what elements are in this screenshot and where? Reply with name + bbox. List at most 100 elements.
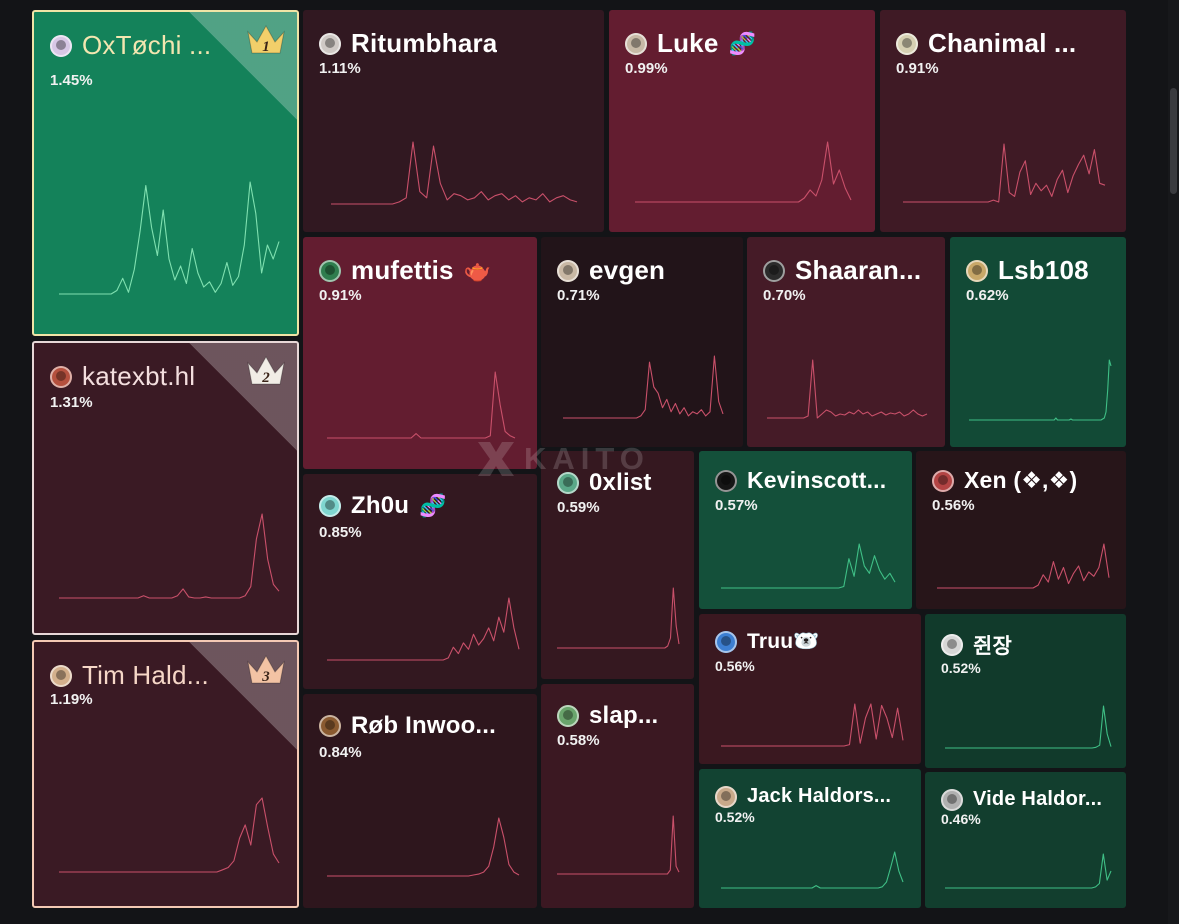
account-name[interactable]: Zh0u — [351, 492, 410, 519]
avatar[interactable] — [715, 631, 737, 653]
mindshare-sparkline — [721, 543, 896, 589]
account-name[interactable]: Shaaran... — [795, 255, 922, 285]
sparkline-path — [767, 359, 928, 419]
tile-header: Truu🐻‍❄️ — [715, 630, 907, 654]
sparkline-path — [59, 513, 280, 599]
account-name[interactable]: mufettis — [351, 255, 454, 285]
mindshare-percent: 0.84% — [319, 744, 362, 761]
leaderboard-tile[interactable]: Shaaran... 0.70% — [747, 237, 945, 447]
leaderboard-tile[interactable]: Xen (❖,❖) 0.56% — [916, 451, 1126, 609]
tile-header: Jack Haldors... — [715, 785, 907, 808]
account-name[interactable]: 0xlist — [589, 469, 652, 496]
avatar[interactable] — [50, 365, 72, 388]
tile-header: Lsb108 — [966, 255, 1112, 286]
avatar[interactable] — [557, 259, 579, 282]
account-name[interactable]: katexbt.hl — [82, 361, 196, 391]
sparkline-path — [331, 141, 578, 205]
avatar[interactable] — [319, 495, 341, 517]
mindshare-percent: 0.70% — [763, 287, 806, 304]
leaderboard-tile[interactable]: Røb Inwoo... 0.84% — [303, 694, 537, 908]
leaderboard-tile[interactable]: slap... 0.58% — [541, 684, 694, 908]
avatar[interactable] — [557, 705, 579, 727]
avatar[interactable] — [50, 664, 72, 687]
account-name[interactable]: Xen (❖,❖) — [964, 467, 1078, 493]
account-name[interactable]: slap... — [589, 702, 659, 729]
leaderboard-tile[interactable]: Ritumbhara 1.11% — [303, 10, 604, 232]
leaderboard-tile[interactable]: 쥔장 0.52% — [925, 614, 1126, 768]
leaderboard-tile[interactable]: Lsb108 0.62% — [950, 237, 1126, 447]
tile-header: mufettis 🫖 — [319, 255, 523, 286]
account-name[interactable]: Jack Haldors... — [747, 785, 892, 807]
leaderboard-tile[interactable]: Jack Haldors... 0.52% — [699, 769, 921, 908]
account-name[interactable]: Truu🐻‍❄️ — [747, 630, 820, 653]
crown-icon: 3 — [247, 654, 285, 685]
avatar[interactable] — [319, 32, 341, 55]
avatar[interactable] — [557, 472, 579, 494]
mindshare-percent: 1.31% — [50, 394, 93, 411]
leaderboard-tile[interactable]: Truu🐻‍❄️ 0.56% — [699, 614, 921, 764]
account-name[interactable]: Chanimal ... — [928, 28, 1077, 58]
leaderboard-tile[interactable]: 0xlist 0.59% — [541, 451, 694, 679]
mindshare-sparkline — [721, 703, 904, 747]
avatar[interactable] — [896, 32, 918, 55]
tile-header: OxTøchi ... — [50, 30, 237, 61]
mindshare-sparkline — [327, 371, 516, 439]
tile-header: Tim Hald... — [50, 660, 237, 691]
avatar[interactable] — [966, 259, 988, 282]
mindshare-sparkline — [635, 141, 852, 203]
mindshare-sparkline — [945, 853, 1112, 889]
sparkline-path — [969, 359, 1112, 421]
mindshare-sparkline — [557, 587, 680, 649]
leaderboard-tile-rank-2[interactable]: 2 katexbt.hl 1.31% — [32, 341, 299, 635]
avatar[interactable] — [932, 469, 954, 492]
rank-corner — [189, 12, 297, 120]
account-name[interactable]: Luke — [657, 28, 719, 58]
rank-number: 2 — [261, 370, 270, 386]
sparkline-path — [557, 587, 680, 649]
account-name[interactable]: Røb Inwoo... — [351, 712, 497, 739]
sparkline-path — [721, 543, 896, 589]
leaderboard-tile[interactable]: Kevinscott... 0.57% — [699, 451, 912, 609]
avatar[interactable] — [319, 715, 341, 737]
avatar[interactable] — [715, 785, 737, 808]
account-name[interactable]: evgen — [589, 255, 666, 285]
leaderboard-tile-rank-1[interactable]: 1 OxTøchi ... 1.45% — [32, 10, 299, 336]
mindshare-percent: 1.45% — [50, 72, 93, 89]
avatar[interactable] — [319, 259, 341, 282]
account-name[interactable]: Lsb108 — [998, 255, 1089, 285]
sparkline-path — [327, 817, 520, 877]
account-name[interactable]: Tim Hald... — [82, 660, 209, 690]
avatar[interactable] — [941, 788, 963, 811]
mindshare-sparkline — [721, 851, 904, 889]
account-name[interactable]: 쥔장 — [973, 635, 1013, 658]
account-name[interactable]: Ritumbhara — [351, 28, 498, 58]
sparkline-path — [557, 815, 680, 875]
account-name[interactable]: Vide Haldor... — [973, 788, 1103, 810]
tile-header: Vide Haldor... — [941, 788, 1112, 811]
avatar[interactable] — [625, 32, 647, 55]
scrollbar-thumb[interactable] — [1170, 88, 1177, 194]
sparkline-path — [59, 181, 280, 295]
avatar[interactable] — [763, 259, 785, 282]
mindshare-sparkline — [969, 359, 1112, 421]
sparkline-path — [327, 597, 520, 661]
avatar[interactable] — [50, 34, 72, 57]
leaderboard-tile[interactable]: evgen 0.71% — [541, 237, 743, 447]
avatar[interactable] — [941, 634, 963, 656]
account-name[interactable]: Kevinscott... — [747, 467, 887, 493]
mindshare-sparkline — [557, 815, 680, 875]
mindshare-sparkline — [327, 817, 520, 877]
leaderboard-tile-rank-3[interactable]: 3 Tim Hald... 1.19% — [32, 640, 299, 908]
tile-header: Luke 🧬 — [625, 28, 861, 59]
scrollbar-track[interactable] — [1168, 0, 1179, 924]
account-name[interactable]: OxTøchi ... — [82, 30, 212, 60]
rank-corner — [189, 642, 297, 750]
mindshare-percent: 1.19% — [50, 691, 93, 708]
leaderboard-tile[interactable]: mufettis 🫖 0.91% — [303, 237, 537, 469]
avatar[interactable] — [715, 469, 737, 492]
leaderboard-tile[interactable]: Chanimal ... 0.91% — [880, 10, 1126, 232]
leaderboard-tile[interactable]: Zh0u 🧬 0.85% — [303, 474, 537, 689]
leaderboard-tile[interactable]: Luke 🧬 0.99% — [609, 10, 875, 232]
leaderboard-tile[interactable]: Vide Haldor... 0.46% — [925, 772, 1126, 908]
